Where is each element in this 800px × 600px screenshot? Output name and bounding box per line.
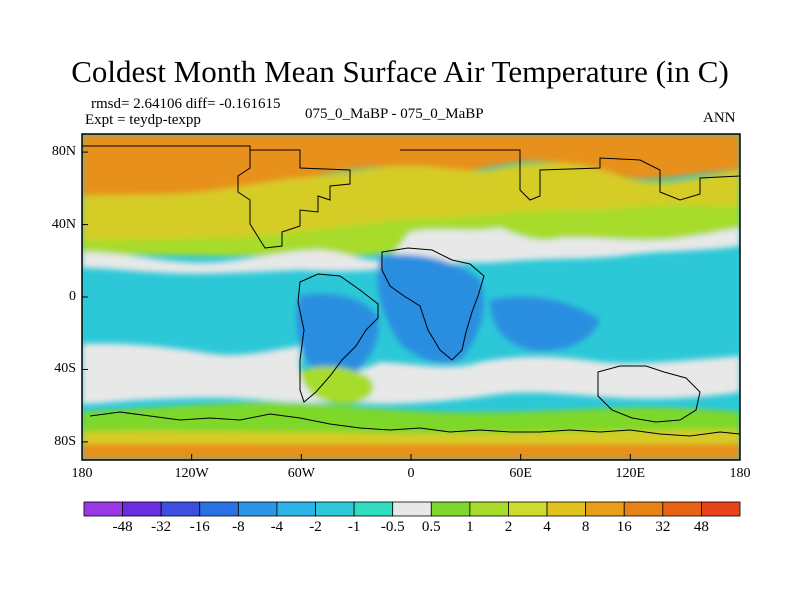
antarctic-coast-green — [82, 402, 740, 439]
colorbar-swatch — [546, 501, 587, 517]
case-label: 075_0_MaBP - 075_0_MaBP — [305, 106, 484, 122]
colorbar-label: 32 — [655, 519, 671, 535]
colorbar-label: -32 — [151, 519, 172, 535]
colorbar-label: -4 — [270, 519, 284, 535]
coast-antarctica — [89, 411, 740, 437]
coast-africa — [381, 247, 485, 361]
colorbar-swatch — [469, 501, 509, 517]
colorbar-swatch — [508, 501, 548, 517]
cold-region-indian-ocean — [490, 296, 600, 351]
lon-tick-label: 60W — [287, 466, 315, 481]
colorbar-swatch — [315, 501, 355, 517]
season-label: ANN — [703, 110, 736, 126]
coastlines — [82, 145, 740, 437]
coast-north-america — [82, 145, 351, 249]
lon-tick-label: 60E — [509, 466, 532, 481]
colorbar-label: -2 — [309, 519, 322, 535]
cold-region-south-america — [296, 293, 379, 379]
antarctic-yellow — [82, 430, 740, 448]
lon-tick-marks — [81, 454, 741, 460]
colorbar-label: -16 — [189, 519, 210, 535]
field-layer — [82, 134, 740, 460]
coast-south-america — [297, 273, 379, 403]
colorbar-swatch — [199, 501, 239, 517]
colorbar-label: 48 — [693, 519, 709, 535]
colorbar-label: 8 — [581, 519, 590, 535]
colorbar-swatch — [430, 501, 471, 517]
colorbar — [83, 501, 741, 517]
colorbar-label: -8 — [232, 519, 245, 535]
colorbar-swatch — [585, 501, 625, 517]
colorbar-label: 1 — [466, 519, 474, 535]
colorbar-label: -0.5 — [380, 519, 405, 535]
plot-title: Coldest Month Mean Surface Air Temperatu… — [71, 54, 729, 89]
colorbar-label: 16 — [616, 519, 632, 535]
rmsd-diff-text: rmsd= 2.64106 diff= -0.161615 — [91, 96, 281, 112]
colorbar-swatch — [160, 501, 201, 517]
colorbar-swatch — [276, 501, 316, 517]
lat-tick-label: 80N — [51, 144, 76, 160]
colorbar-label: 4 — [543, 519, 551, 535]
colorbar-label: 2 — [504, 519, 513, 535]
coast-australia — [597, 365, 701, 423]
lat-tick-label: 40S — [54, 361, 76, 377]
colorbar-swatch — [237, 501, 278, 517]
lat-tick-label: 0 — [69, 289, 76, 304]
cold-region-africa — [377, 254, 484, 364]
lon-tick-label: 120E — [615, 466, 646, 481]
antarctic-orange — [82, 444, 740, 460]
lat-tick-label: 80S — [54, 433, 76, 449]
colorbar-label: -1 — [347, 519, 361, 535]
colorbar-swatch — [353, 501, 394, 517]
lat-tick-marks — [82, 151, 88, 443]
colorbar-swatch — [83, 501, 123, 517]
colorbar-swatch — [392, 501, 432, 517]
boreal-yellow-band — [82, 162, 740, 246]
lon-tick-label: 180 — [71, 466, 93, 481]
colorbar-swatch — [701, 501, 741, 517]
experiment-label: Expt = teydp-texpp — [85, 112, 201, 128]
coast-eurasia — [400, 149, 740, 201]
lon-tick-label: 0 — [407, 466, 415, 481]
colorbar-swatch — [623, 501, 664, 517]
colorbar-swatch — [122, 501, 162, 517]
south-neutral-band — [82, 343, 740, 404]
colorbar-label: -48 — [112, 519, 133, 535]
colorbar-label: 0.5 — [421, 519, 441, 535]
north-neutral-strip — [82, 228, 740, 274]
colorbar-swatch — [662, 501, 702, 517]
lon-tick-label: 120W — [174, 466, 209, 481]
lat-tick-label: 40N — [51, 216, 76, 232]
southern-ocean-green — [300, 366, 374, 404]
lon-tick-label: 180 — [729, 466, 751, 481]
